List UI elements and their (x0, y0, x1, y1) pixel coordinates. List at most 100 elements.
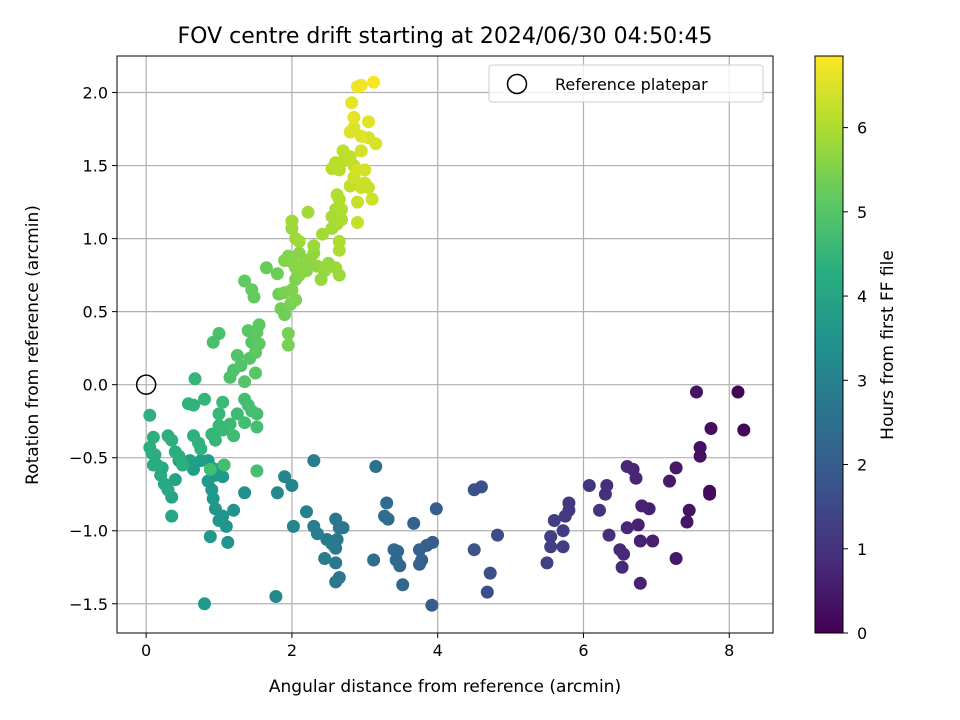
data-point (270, 486, 284, 500)
data-point (238, 416, 252, 430)
data-point (194, 442, 208, 456)
data-point (332, 268, 346, 282)
data-point (367, 553, 381, 567)
data-point (227, 429, 241, 443)
colorbar-tick-label: 3 (857, 371, 867, 390)
data-point (307, 454, 321, 468)
data-point (168, 473, 182, 487)
data-point (250, 420, 264, 434)
x-tick-label: 8 (724, 641, 734, 660)
data-point (731, 385, 745, 399)
data-point (285, 214, 299, 228)
legend: Reference platepar (488, 64, 764, 103)
data-point (238, 375, 252, 389)
data-point (281, 338, 295, 352)
data-point (335, 213, 348, 227)
data-point (238, 486, 252, 500)
data-point (285, 479, 299, 492)
data-point (367, 75, 381, 89)
data-point (203, 462, 217, 476)
data-point (429, 502, 443, 516)
data-point (682, 503, 696, 517)
data-point (369, 137, 383, 151)
data-point (613, 543, 627, 557)
data-point (194, 454, 208, 468)
data-point (198, 392, 211, 406)
plot-frame (116, 55, 774, 634)
data-point (332, 243, 346, 257)
data-point (381, 512, 395, 526)
y-tick-label: 1.5 (83, 157, 108, 176)
data-point (556, 540, 570, 554)
data-point (380, 496, 394, 510)
data-point (547, 514, 561, 527)
data-point (250, 464, 264, 478)
data-point (335, 202, 348, 216)
data-point (615, 560, 629, 574)
data-point (286, 519, 300, 533)
data-point (582, 479, 596, 492)
data-point (491, 528, 504, 542)
data-point (300, 264, 313, 278)
data-point (269, 590, 283, 603)
data-point (633, 534, 647, 548)
data-point (704, 422, 718, 435)
y-tick-label: 0.5 (83, 303, 108, 322)
y-tick-label: −0.5 (69, 449, 108, 468)
data-point (336, 521, 350, 535)
data-point (188, 372, 202, 386)
data-point (292, 235, 306, 248)
data-point (250, 407, 264, 421)
data-point (544, 530, 558, 544)
colorbar-tick-label: 0 (857, 624, 867, 643)
data-point (249, 346, 262, 359)
data-point (320, 533, 334, 546)
data-point (633, 576, 647, 590)
x-tick-label: 6 (578, 641, 588, 660)
data-point (278, 470, 292, 484)
colorbar: 0 1 2 3 4 5 6 Hours from first FF file (814, 55, 898, 643)
legend-label-reference: Reference platepar (555, 75, 708, 94)
data-point (208, 502, 222, 516)
data-point (407, 516, 421, 530)
data-point (329, 575, 343, 589)
data-point (351, 216, 364, 229)
data-point (216, 395, 230, 409)
data-point (391, 544, 405, 558)
data-point (358, 163, 372, 177)
y-axis-ticks: −1.5 −1.0 −0.5 0.0 0.5 1.0 1.5 2.0 (69, 84, 117, 614)
data-point (143, 408, 157, 422)
data-point (330, 188, 344, 202)
colorbar-tick-label: 5 (857, 203, 867, 222)
data-point (221, 535, 235, 549)
data-point (351, 80, 364, 94)
data-point (362, 115, 375, 129)
data-point (230, 349, 244, 362)
data-point (329, 512, 343, 526)
data-point (285, 283, 299, 297)
x-tick-label: 2 (287, 641, 297, 660)
colorbar-label: Hours from first FF file (878, 250, 898, 440)
data-point (369, 460, 383, 473)
data-point (544, 540, 558, 554)
data-point (362, 181, 375, 194)
data-point (278, 308, 292, 322)
data-point (301, 205, 315, 219)
x-tick-label: 0 (141, 641, 151, 660)
y-tick-label: −1.0 (69, 522, 108, 541)
x-axis-ticks: 0 2 4 6 8 (141, 633, 734, 660)
data-point (737, 423, 751, 437)
data-point (187, 398, 200, 412)
data-point (249, 366, 262, 380)
y-tick-label: 0.0 (83, 376, 108, 395)
data-point (467, 543, 481, 557)
y-tick-label: 1.0 (83, 230, 108, 249)
data-point (212, 327, 226, 340)
data-point (354, 144, 368, 158)
data-point (223, 417, 237, 431)
colorbar-tick-label: 4 (857, 287, 867, 306)
data-point (635, 499, 649, 513)
data-point (146, 430, 160, 444)
data-point (165, 509, 179, 523)
